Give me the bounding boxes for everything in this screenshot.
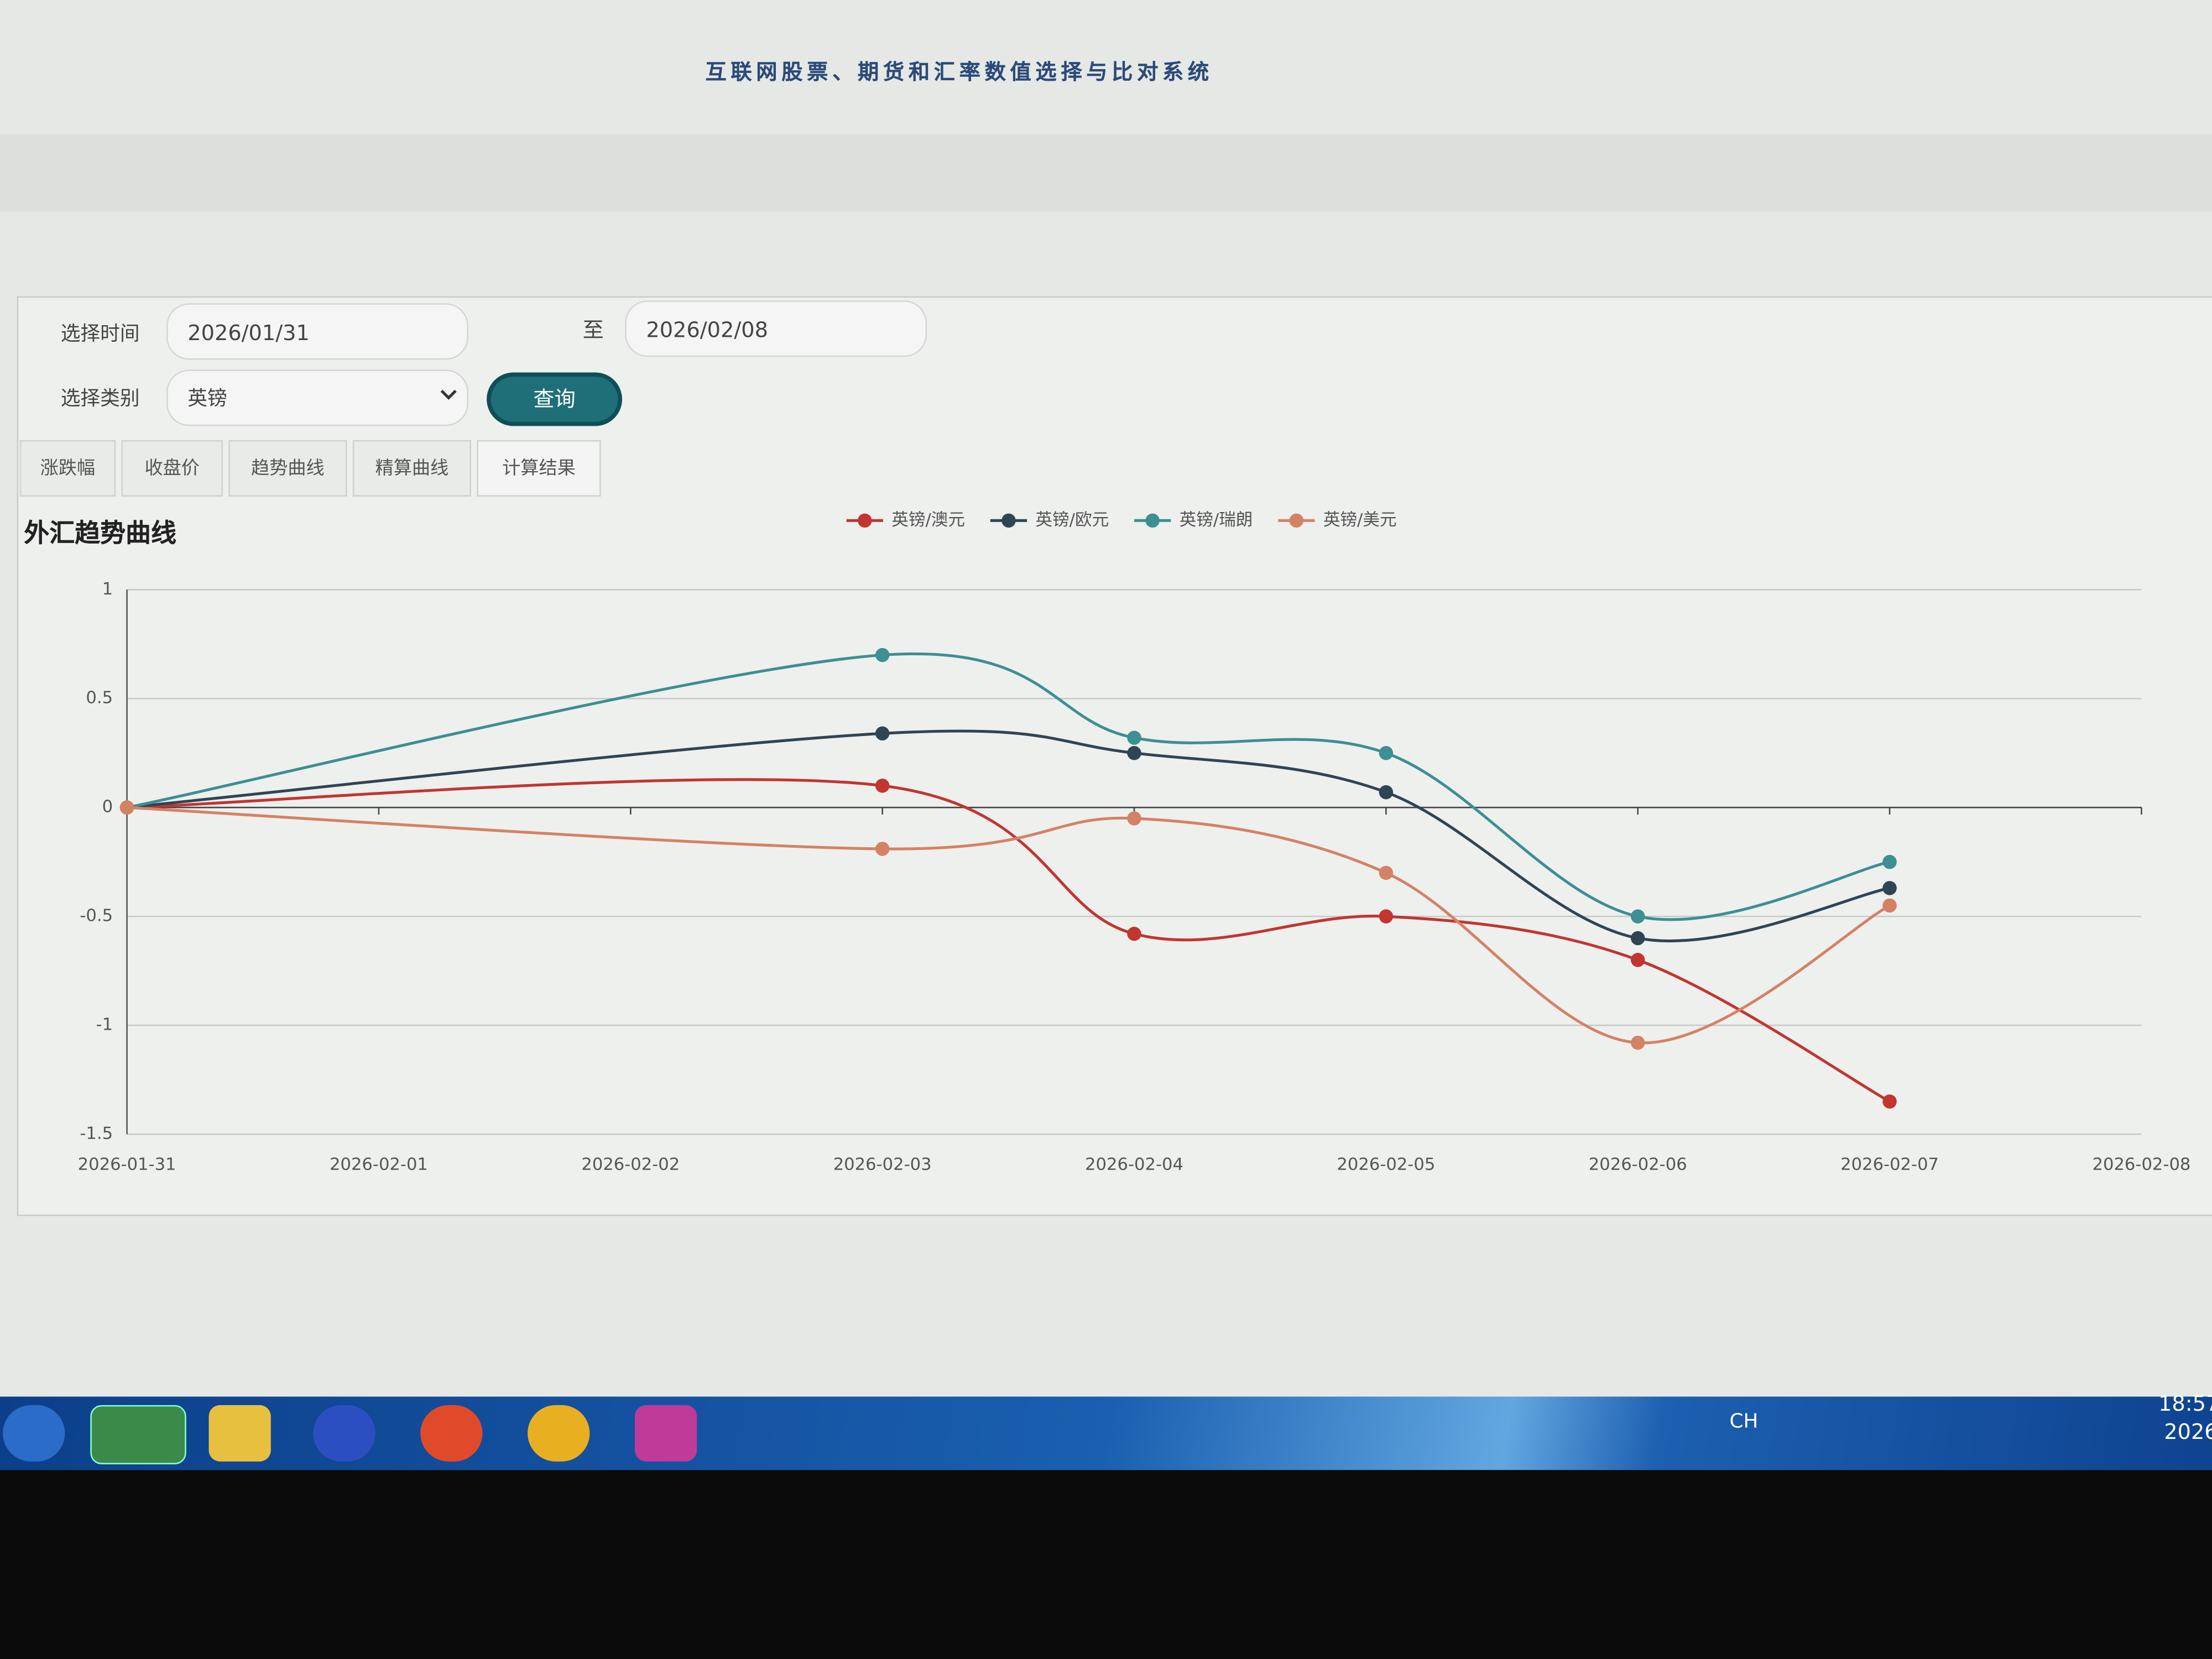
- tab[interactable]: 收盘价: [121, 440, 223, 497]
- data-point: [1379, 785, 1394, 800]
- to-label: 至: [582, 317, 604, 343]
- data-point: [1127, 745, 1141, 760]
- tab[interactable]: 精算曲线: [352, 440, 472, 497]
- page-title: 互联网股票、期货和汇率数值选择与比对系统: [705, 59, 1213, 85]
- series-line: [127, 732, 883, 809]
- data-point: [1882, 881, 1897, 895]
- monitor-bezel: [0, 1470, 2212, 1659]
- app-icon[interactable]: [420, 1405, 483, 1462]
- category-label: 选择类别: [60, 388, 140, 411]
- legend-label: 英镑/美元: [1323, 510, 1397, 530]
- x-tick-label: 2026-01-31: [78, 1155, 176, 1175]
- tab[interactable]: 趋势曲线: [228, 440, 347, 497]
- x-tick-label: 2026-02-03: [833, 1155, 932, 1175]
- browser-icon[interactable]: [90, 1405, 186, 1464]
- legend-dot: [858, 513, 872, 528]
- end-date-input[interactable]: 2026/02/08: [625, 300, 927, 357]
- ie-icon[interactable]: [3, 1405, 65, 1462]
- data-point: [1882, 898, 1897, 913]
- clock-date: 2026: [2164, 1419, 2212, 1445]
- series-line: [882, 784, 1135, 936]
- category-select[interactable]: 英镑: [166, 369, 468, 426]
- series-line: [1637, 886, 1890, 943]
- x-tick-label: 2026-02-07: [1840, 1155, 1939, 1175]
- folder-icon[interactable]: [208, 1405, 271, 1462]
- data-point: [1379, 909, 1394, 924]
- x-tick-label: 2026-02-06: [1589, 1155, 1687, 1175]
- data-point: [875, 648, 890, 662]
- language-indicator[interactable]: CH: [1729, 1411, 1759, 1433]
- data-point: [1630, 909, 1645, 924]
- legend-dot: [1145, 513, 1160, 528]
- series-line: [1385, 752, 1639, 918]
- series-line: [1637, 860, 1890, 921]
- chrome-icon[interactable]: [528, 1405, 590, 1462]
- x-tick-label: 2026-02-08: [2093, 1155, 2191, 1175]
- series-line: [1134, 915, 1386, 942]
- legend-dot: [1001, 513, 1016, 528]
- series-line: [1386, 915, 1639, 962]
- data-point: [1379, 865, 1394, 880]
- series-line: [127, 778, 883, 809]
- start-date-input[interactable]: 2026/01/31: [166, 303, 468, 360]
- data-point: [1882, 854, 1897, 869]
- y-tick-label: 0: [102, 797, 113, 817]
- y-tick-label: 1: [102, 580, 113, 599]
- series-line: [1385, 791, 1639, 940]
- query-button[interactable]: 查询: [487, 372, 622, 426]
- data-point: [1127, 926, 1141, 941]
- x-tick-label: 2026-02-05: [1337, 1155, 1435, 1175]
- data-point: [1630, 931, 1645, 946]
- x-tick-label: 2026-02-04: [1085, 1155, 1183, 1175]
- data-point: [875, 779, 890, 793]
- legend-label: 英镑/瑞朗: [1180, 510, 1253, 530]
- series-line: [1385, 872, 1638, 1045]
- data-point: [875, 726, 890, 741]
- data-point: [119, 800, 134, 815]
- y-tick-label: -0.5: [80, 906, 113, 926]
- legend-label: 英镑/欧元: [1035, 510, 1109, 530]
- series-line: [127, 653, 883, 809]
- select-arrow: [440, 389, 457, 400]
- tab[interactable]: 涨跌幅: [19, 440, 116, 497]
- series-line: [1134, 817, 1387, 874]
- data-point: [1127, 731, 1141, 745]
- data-point: [1882, 1094, 1897, 1109]
- y-tick-label: 0.5: [86, 688, 113, 708]
- legend-dot: [1289, 513, 1304, 528]
- tab[interactable]: 计算结果: [477, 440, 601, 497]
- x-tick-label: 2026-02-02: [581, 1155, 680, 1175]
- data-point: [875, 842, 890, 856]
- chart: 1 0.5 0 -0.5 -1 -1.5 2026-01-31 2026-02-01 2026-…: [78, 510, 2191, 1175]
- data-point: [1127, 811, 1141, 826]
- series-line: [1637, 904, 1891, 1045]
- data-point: [1630, 1035, 1645, 1050]
- data-point: [1379, 745, 1394, 760]
- clock-time: 18:57: [2158, 1391, 2212, 1417]
- app-icon[interactable]: [313, 1405, 375, 1462]
- header-band: [0, 134, 2212, 212]
- series-line: [882, 729, 1135, 755]
- series-line: [882, 816, 1135, 851]
- series-line: [1637, 958, 1891, 1103]
- ai-icon[interactable]: [634, 1405, 697, 1462]
- legend-label: 英镑/澳元: [891, 510, 965, 530]
- time-label: 选择时间: [60, 323, 140, 346]
- data-point: [1630, 953, 1645, 967]
- chart-title: 外汇趋势曲线: [24, 519, 176, 549]
- y-tick-label: -1: [96, 1015, 113, 1035]
- series-line: [882, 652, 1135, 739]
- series-line: [1134, 752, 1387, 794]
- y-tick-label: -1.5: [80, 1124, 113, 1144]
- series-line: [1134, 736, 1387, 755]
- x-tick-label: 2026-02-01: [330, 1155, 428, 1175]
- series-line: [127, 806, 883, 851]
